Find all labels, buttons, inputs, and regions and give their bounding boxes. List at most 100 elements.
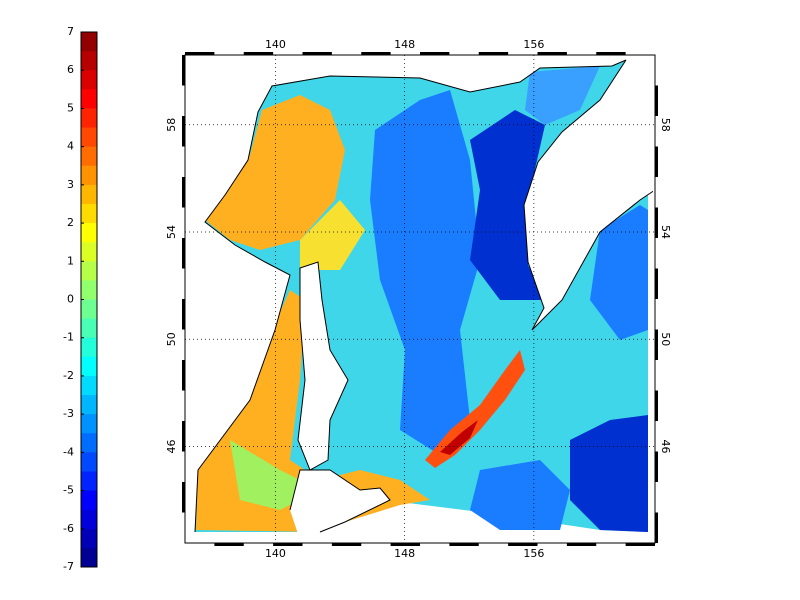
colorbar-band [81,146,97,167]
frame-stripe [478,52,509,55]
colorbar-band [81,299,97,320]
frame-stripe [655,329,658,360]
blue-ne [470,110,545,300]
colorbar-band [81,127,97,148]
colorbar-tick-label: 6 [67,63,74,76]
colorbar-band [81,433,97,453]
hokkaido [290,470,390,540]
colorbar-band [81,337,97,358]
colorbar-band [81,528,97,549]
frame-stripe [273,543,303,546]
colorbar-tick-label: -1 [63,331,74,344]
colorbar-band [81,51,97,71]
colorbar-band [81,452,97,472]
frame-stripe [182,360,185,391]
colorbar-tick-label: 3 [67,178,74,191]
frame-stripe [390,543,420,546]
frame-stripe [625,543,655,546]
colorbar-band [81,223,97,243]
colorbar-tick-label: 4 [67,140,74,153]
frame-stripe [449,543,479,546]
colorbar-band [81,375,97,396]
colorbar-band [81,242,97,262]
frame-stripe [302,52,332,55]
y-tick-label-right: 46 [659,439,672,453]
coastline-hokkaido [289,469,391,533]
colorbar-tick-label: -7 [63,560,74,573]
colorbar-tick-label: -2 [63,369,74,382]
y-tick-label-left: 50 [165,332,178,346]
frame-stripe [655,85,658,116]
frame-stripe [655,390,658,421]
colorbar-band [81,280,97,300]
map-frame [184,54,656,544]
frame-stripe [182,482,185,513]
frame-stripe [182,55,185,86]
x-tick-label-top: 148 [394,38,415,51]
frame-stripe [566,543,597,546]
x-tick-label-top: 156 [523,38,544,51]
colorbar-band [81,356,97,377]
colorbar-tick-label: 2 [67,216,74,229]
sakhalin [298,262,348,470]
y-tick-label-right: 58 [659,118,672,132]
colorbar-tick-label: -5 [63,484,74,497]
kamchatka [524,57,653,330]
frame-stripe [420,52,450,55]
colorbar-tick-label: 1 [67,254,74,267]
frame-stripe [214,543,244,546]
y-tick-label-left: 46 [165,439,178,453]
frame-stripe [655,512,658,543]
warm-west [205,95,345,250]
colorbar-band [81,70,97,90]
colorbar-tick-label: 7 [67,25,74,38]
frame-stripe [508,543,538,546]
colorbar-band [81,490,97,511]
colorbar-band [81,414,97,434]
colorbar-tick-label: 0 [67,293,74,306]
colorbar-tick-label: -6 [63,522,74,535]
blue-se [570,415,648,532]
x-tick-label-bottom: 148 [394,547,415,560]
y-tick-label-right: 54 [659,225,672,239]
colorbar-band [81,395,97,415]
colorbar-band [81,184,97,205]
red-streak [425,350,525,468]
colorbar-band [81,89,97,109]
blue-south [470,460,570,530]
colorbar-band [81,108,97,129]
frame-stripe [182,116,185,147]
frame-stripe [182,421,185,452]
frame-stripe [596,52,626,55]
frame-stripe [655,451,658,482]
frame-stripe [185,52,215,55]
y-tick-label-left: 58 [165,118,178,132]
map-axes: 140 140 148 148 156 156 46 46 50 50 54 54 58 58 [165,38,672,560]
map: 140 140 148 148 156 156 46 46 50 50 54 54 58 58 [165,38,672,560]
x-tick-label-bottom: 156 [523,547,544,560]
frame-stripe [243,52,274,55]
colorbar: 7 6 5 4 3 2 1 0 -1 -2 -3 -4 -5 -6 -7 [63,25,98,573]
coastline-sakhalin [297,261,349,471]
coastline [194,59,627,533]
frame-stripe [182,238,185,269]
frame-stripe [655,268,658,299]
colorbar-tick-label: 5 [67,101,74,114]
frame-stripe [655,146,658,177]
frame-stripe [361,52,391,55]
frame-stripe [182,299,185,330]
north-coast-land [187,57,644,230]
colorbar-tick-label: -3 [63,407,74,420]
colorbar-band [81,32,97,52]
frame-stripe [182,177,185,208]
colorbar-band [81,547,97,568]
blue-north [525,66,600,125]
x-tick-label-top: 140 [265,38,286,51]
colorbar-tick-label: -4 [63,445,74,458]
west-land [187,222,290,541]
y-tick-label-left: 54 [165,225,178,239]
colorbar-band [81,261,97,281]
frame-stripe [537,52,567,55]
x-tick-label-bottom: 140 [265,547,286,560]
y-tick-label-right: 50 [659,332,672,346]
